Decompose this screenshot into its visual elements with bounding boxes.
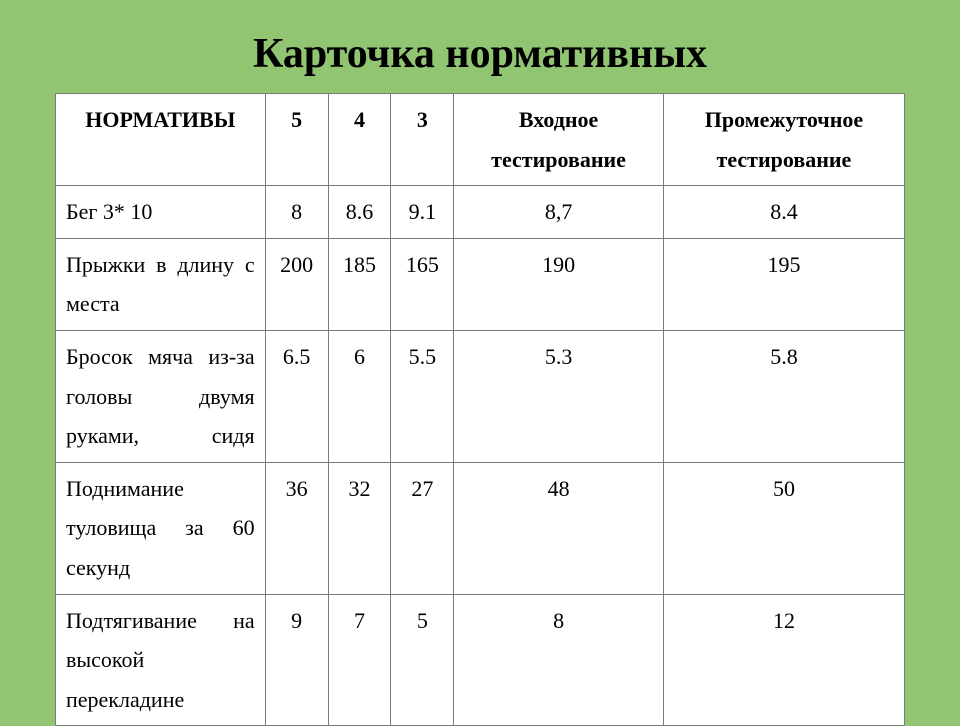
cell-value: 36 (265, 462, 328, 594)
cell-value: 9.1 (391, 186, 454, 239)
cell-value: 32 (328, 462, 391, 594)
cell-value: 8,7 (454, 186, 664, 239)
col-header-name: НОРМАТИВЫ (56, 94, 266, 186)
cell-value: 50 (663, 462, 904, 594)
table-row: Бросок мяча из-за головы двумя руками, с… (56, 330, 905, 462)
cell-value: 200 (265, 238, 328, 330)
cell-value: 8 (265, 186, 328, 239)
table-header-row: НОРМАТИВЫ 5 4 3 Входное тестирование Про… (56, 94, 905, 186)
col-header-5: 5 (265, 94, 328, 186)
cell-value: 27 (391, 462, 454, 594)
table-row: Подтягивание на высокой перекладине97581… (56, 594, 905, 726)
cell-value: 165 (391, 238, 454, 330)
table-row: Поднимание туловища за 60 секунд36322748… (56, 462, 905, 594)
cell-value: 5 (391, 594, 454, 726)
cell-value: 6.5 (265, 330, 328, 462)
cell-value: 190 (454, 238, 664, 330)
cell-name: Бег 3* 10 (56, 186, 266, 239)
cell-name: Подтягивание на высокой перекладине (56, 594, 266, 726)
cell-name: Бросок мяча из-за головы двумя руками, с… (56, 330, 266, 462)
cell-value: 9 (265, 594, 328, 726)
cell-value: 8.4 (663, 186, 904, 239)
col-header-3: 3 (391, 94, 454, 186)
cell-value: 8 (454, 594, 664, 726)
cell-value: 5.3 (454, 330, 664, 462)
cell-value: 7 (328, 594, 391, 726)
cell-value: 48 (454, 462, 664, 594)
col-header-4: 4 (328, 94, 391, 186)
col-header-entry: Входное тестирование (454, 94, 664, 186)
cell-value: 8.6 (328, 186, 391, 239)
page-title: Карточка нормативных (0, 30, 960, 78)
cell-value: 5.8 (663, 330, 904, 462)
table-row: Прыжки в длину с места200185165190195 (56, 238, 905, 330)
standards-table-wrap: НОРМАТИВЫ 5 4 3 Входное тестирование Про… (55, 93, 905, 726)
cell-name: Поднимание туловища за 60 секунд (56, 462, 266, 594)
cell-value: 185 (328, 238, 391, 330)
cell-value: 6 (328, 330, 391, 462)
cell-name: Прыжки в длину с места (56, 238, 266, 330)
cell-value: 5.5 (391, 330, 454, 462)
table-row: Бег 3* 1088.69.18,78.4 (56, 186, 905, 239)
table-body: Бег 3* 1088.69.18,78.4Прыжки в длину с м… (56, 186, 905, 726)
standards-table: НОРМАТИВЫ 5 4 3 Входное тестирование Про… (55, 93, 905, 726)
cell-value: 195 (663, 238, 904, 330)
cell-value: 12 (663, 594, 904, 726)
col-header-mid: Промежуточное тестирование (663, 94, 904, 186)
